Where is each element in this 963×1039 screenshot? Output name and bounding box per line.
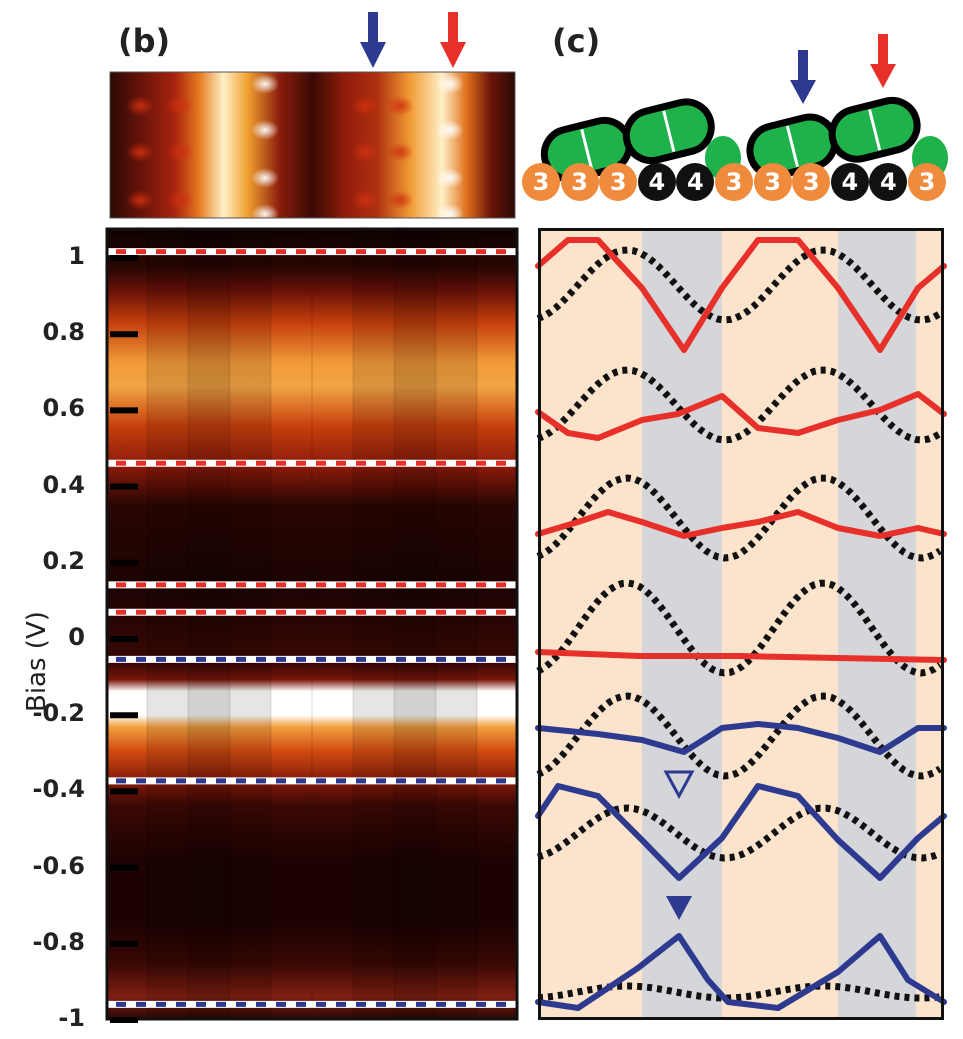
blue-profile-1 — [535, 721, 947, 755]
site-badge: 4 — [637, 163, 676, 201]
y-tick-label: -0.2 — [32, 699, 85, 728]
site-badge: 4 — [830, 163, 869, 201]
y-tick-label: -1 — [58, 1004, 85, 1032]
stm-red-spot — [386, 142, 414, 162]
stm-red-spot — [166, 190, 194, 210]
stm-bright-spot — [251, 120, 279, 140]
heatmap-column — [229, 228, 271, 1020]
panel-label-b: (b) — [118, 22, 171, 60]
bias-heatmap — [104, 227, 520, 1021]
heatmap-column — [147, 228, 189, 1020]
stm-red-spot — [351, 96, 379, 116]
red-arrow-icon — [870, 34, 896, 88]
y-axis-ticks — [110, 255, 138, 1023]
blue-profile-3 — [535, 933, 947, 1011]
dotted-reference-profile — [536, 804, 942, 862]
y-tick-label: 0.6 — [42, 394, 85, 423]
y-tick-label: -0.6 — [32, 851, 85, 880]
stm-bright-spot — [251, 204, 279, 224]
red-profile-3 — [535, 509, 947, 539]
y-tick-label: 0 — [68, 623, 85, 651]
heatmap-column — [435, 228, 477, 1020]
y-tick-label: 0.4 — [42, 470, 85, 499]
stm-red-spot — [166, 142, 194, 162]
y-tick-label: 0.2 — [42, 546, 85, 575]
stm-bright-spot — [436, 74, 464, 94]
line-profiles-plot — [535, 228, 947, 1020]
red-profile-2 — [535, 391, 947, 441]
site-badge: 4 — [676, 163, 715, 201]
filled-triangle-icon — [666, 896, 692, 920]
stm-topography-image — [109, 71, 516, 246]
stm-red-spot — [386, 96, 414, 116]
red-profile-4 — [535, 649, 947, 663]
stm-red-spot — [126, 142, 154, 162]
site4-band — [838, 228, 916, 1020]
stm-red-spot — [351, 190, 379, 210]
dotted-reference-profile — [536, 579, 943, 677]
stm-bright-spot — [436, 120, 464, 140]
heatmap-column — [188, 228, 230, 1020]
site-badge: 3 — [522, 163, 560, 201]
y-tick-label: -0.8 — [32, 927, 85, 956]
red-arrow-icon — [440, 12, 466, 68]
blue-arrow-icon — [790, 50, 816, 104]
site-badge: 3 — [908, 163, 946, 201]
dotted-reference-profile — [536, 246, 942, 324]
site3-band — [538, 228, 642, 1020]
stm-red-spot — [166, 96, 194, 116]
site-badge: 4 — [869, 163, 908, 201]
dotted-reference-profile — [536, 366, 942, 444]
site-badge: 3 — [753, 163, 792, 201]
site3-band — [916, 228, 944, 1020]
molecule-pair-2 — [622, 98, 715, 165]
open-triangle-icon — [663, 770, 695, 800]
stm-red-spot — [126, 190, 154, 210]
red-profile-1 — [535, 237, 947, 353]
stm-bright-spot — [436, 204, 464, 224]
panel-label-c: (c) — [552, 22, 601, 60]
y-tick-label: 1 — [68, 242, 85, 270]
stm-bright-spot — [436, 168, 464, 188]
dotted-reference-profile — [537, 982, 941, 1002]
heatmap-column — [394, 228, 436, 1020]
stm-red-spot — [386, 190, 414, 210]
site-badge: 3 — [792, 163, 831, 201]
blue-profile-2 — [535, 783, 947, 881]
stm-red-spot — [126, 96, 154, 116]
heatmap-column — [353, 228, 395, 1020]
y-tick-label: 0.8 — [42, 318, 85, 347]
stm-red-spot — [351, 142, 379, 162]
stm-bright-spot — [251, 168, 279, 188]
site-badge: 3 — [599, 163, 638, 201]
y-axis-title: Bias (V) — [22, 611, 52, 712]
site-badge: 3 — [560, 163, 599, 201]
site4-band — [642, 228, 722, 1020]
site-badge: 3 — [715, 163, 753, 201]
blue-arrow-icon — [360, 12, 386, 68]
molecule-pair-4 — [828, 96, 921, 163]
stm-bright-spot — [251, 74, 279, 94]
y-tick-label: -0.4 — [32, 775, 85, 804]
